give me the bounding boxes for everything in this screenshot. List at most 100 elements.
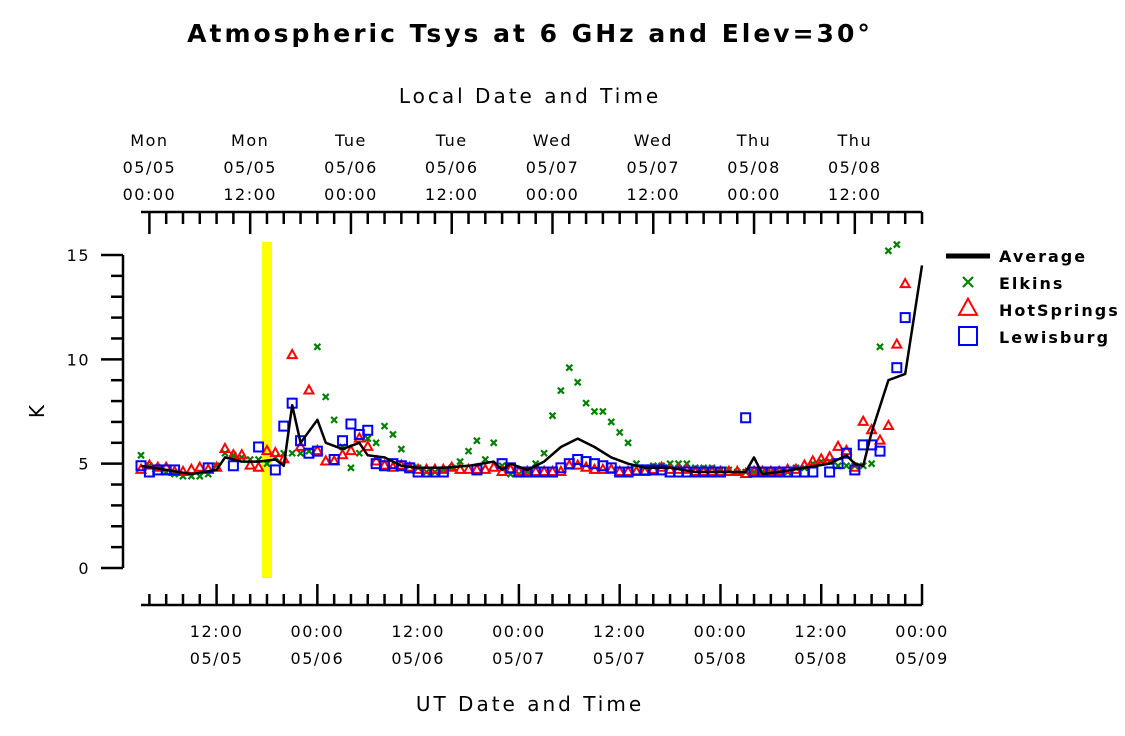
hotsprings-point bbox=[302, 383, 316, 395]
top-tick-day: Tue bbox=[435, 131, 468, 150]
elkins-point bbox=[540, 449, 548, 458]
top-axis-title: Local Date and Time bbox=[399, 84, 661, 108]
x-stroke bbox=[137, 451, 145, 460]
legend-item-average: Average bbox=[946, 247, 1085, 266]
elkins-point bbox=[607, 418, 616, 426]
x-stroke bbox=[590, 407, 599, 416]
hotsprings-point bbox=[554, 464, 568, 476]
hotsprings-point bbox=[453, 462, 467, 474]
elkins-point bbox=[389, 430, 397, 439]
top-tick-date: 05/05 bbox=[123, 158, 177, 177]
x-stroke bbox=[464, 447, 473, 455]
x-stroke bbox=[893, 240, 901, 249]
chart-title: Atmospheric Tsys at 6 GHz and Elev=30° bbox=[187, 19, 873, 48]
top-tick-date: 05/06 bbox=[324, 158, 378, 177]
hotsprings-point bbox=[269, 445, 282, 458]
hotsprings-point bbox=[764, 464, 778, 476]
hotsprings-point bbox=[361, 439, 374, 451]
hotsprings-point bbox=[336, 448, 349, 460]
x-stroke bbox=[624, 439, 632, 447]
hotsprings-point bbox=[806, 454, 820, 466]
hotsprings-point bbox=[285, 347, 299, 360]
hotsprings-point bbox=[218, 441, 232, 453]
x-stroke bbox=[540, 449, 548, 458]
average-line bbox=[140, 265, 924, 476]
lewisburg-series bbox=[135, 312, 911, 478]
legend-item-elkins: Elkins bbox=[962, 274, 1062, 293]
bottom-axis: 12:00 05/05 00:00 05/06 12:00 05/06 00:00 05/07… bbox=[141, 584, 949, 668]
hotsprings-point bbox=[882, 418, 895, 431]
x-stroke bbox=[313, 343, 322, 351]
elkins-point bbox=[573, 378, 582, 387]
lewisburg-point bbox=[269, 464, 281, 476]
current-time-marker bbox=[261, 242, 272, 578]
hotsprings-point bbox=[873, 433, 887, 445]
hotsprings-point bbox=[546, 464, 559, 476]
lewisburg-point bbox=[891, 362, 903, 374]
bottom-tick-time: 00:00 bbox=[895, 622, 949, 641]
legend-swatch-triangle bbox=[957, 296, 979, 316]
y-tick-label: 0 bbox=[78, 559, 90, 578]
hotsprings-point bbox=[462, 462, 475, 474]
hotsprings-point bbox=[311, 443, 324, 456]
top-tick-date: 05/05 bbox=[223, 158, 277, 177]
elkins-point bbox=[548, 411, 557, 420]
x-axis-title: UT Date and Time bbox=[416, 692, 644, 716]
hotsprings-series bbox=[134, 276, 912, 479]
x-stroke bbox=[582, 399, 590, 407]
x-stroke bbox=[347, 464, 355, 472]
lewisburg-point bbox=[328, 453, 340, 465]
current-time-bar bbox=[261, 242, 272, 578]
hotsprings-point bbox=[252, 460, 265, 472]
hotsprings-point bbox=[487, 460, 500, 472]
y-tick-label: 5 bbox=[78, 455, 90, 474]
lewisburg-point bbox=[740, 412, 752, 424]
hotsprings-point bbox=[176, 464, 190, 476]
elkins-point bbox=[599, 407, 607, 416]
hotsprings-point bbox=[151, 460, 164, 472]
legend-item-hotsprings: HotSprings bbox=[957, 296, 1120, 320]
hotsprings-point bbox=[596, 462, 610, 474]
hotsprings-point bbox=[537, 464, 551, 476]
elkins-point bbox=[867, 459, 876, 468]
elkins-point bbox=[876, 343, 884, 351]
x-stroke bbox=[489, 439, 498, 447]
top-tick-date: 05/06 bbox=[425, 158, 479, 177]
hotsprings-point bbox=[378, 458, 391, 470]
top-tick-time: 00:00 bbox=[526, 185, 580, 204]
elkins-point bbox=[347, 464, 355, 472]
y-tick-label: 10 bbox=[67, 350, 90, 369]
hotsprings-point bbox=[857, 414, 870, 426]
hotsprings-point bbox=[521, 464, 534, 476]
y-axis: 0 5 10 15 bbox=[67, 246, 125, 578]
top-tick-time: 12:00 bbox=[425, 185, 479, 204]
top-tick-day: Tue bbox=[334, 131, 367, 150]
x-stroke bbox=[842, 461, 851, 470]
top-tick-date: 05/08 bbox=[727, 158, 781, 177]
x-stroke bbox=[599, 407, 607, 416]
x-stroke bbox=[363, 434, 372, 443]
elkins-point bbox=[464, 447, 473, 455]
elkins-point bbox=[624, 439, 632, 447]
hotsprings-point bbox=[899, 276, 912, 289]
lewisburg-point bbox=[849, 464, 861, 476]
top-tick-day: Wed bbox=[634, 131, 673, 150]
top-tick-date: 05/07 bbox=[526, 158, 580, 177]
legend-label: HotSprings bbox=[999, 301, 1120, 320]
plot-area bbox=[134, 240, 924, 480]
hotsprings-point bbox=[243, 458, 257, 470]
bottom-tick-time: 12:00 bbox=[593, 622, 647, 641]
x-stroke bbox=[397, 445, 406, 453]
hotsprings-point bbox=[823, 450, 836, 462]
elkins-point bbox=[884, 247, 893, 255]
elkins-point bbox=[893, 240, 901, 249]
elkins-point bbox=[372, 439, 380, 447]
legend-swatch-x bbox=[962, 276, 974, 288]
hotsprings-point bbox=[319, 454, 332, 466]
elkins-point bbox=[473, 436, 481, 445]
hotsprings-point bbox=[840, 443, 853, 456]
hotsprings-point bbox=[470, 462, 484, 474]
legend-swatch-square bbox=[958, 326, 978, 346]
top-tick-day: Mon bbox=[130, 131, 168, 150]
lewisburg-point bbox=[899, 312, 911, 324]
